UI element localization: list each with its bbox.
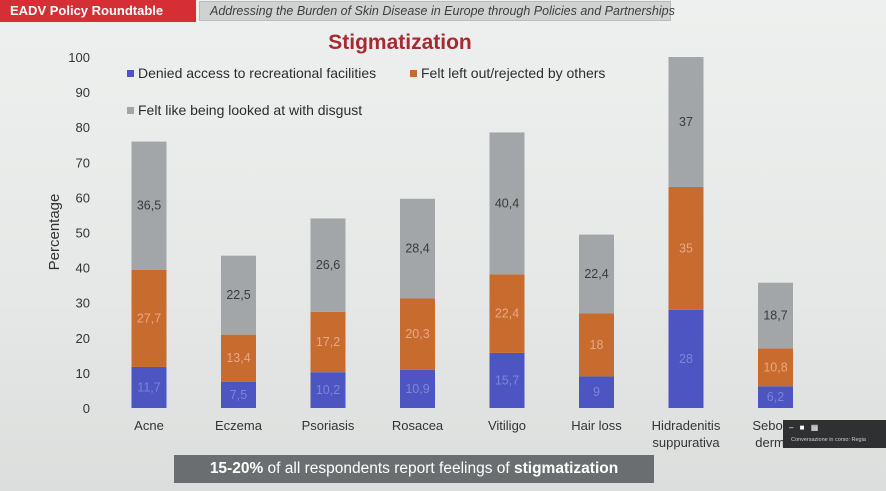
bar-segment [489,274,525,353]
data-label: 10,8 [763,360,787,374]
y-tick-label: 0 [83,401,90,416]
bar-segment [131,141,167,270]
x-tick-label: Vitiligo [488,418,526,433]
bar-segment [131,366,167,408]
bar-segment [668,186,704,310]
legend-label: Felt left out/rejected by others [421,65,605,81]
x-tick-label: Psoriasis [302,418,355,433]
data-label: 35 [679,241,693,255]
bar-segment [579,376,614,408]
y-tick-label: 10 [76,366,90,381]
y-tick-label: 100 [68,50,90,65]
bar-segment [400,298,435,370]
y-tick-label: 80 [76,120,90,135]
roundtable-tag: EADV Policy Roundtable [0,0,196,22]
legend-label: Denied access to recreational facilities [138,65,376,81]
y-tick-label: 90 [76,85,90,100]
data-label: 11,7 [137,380,160,394]
header-bar: EADV Policy Roundtable Addressing the Bu… [0,0,886,22]
data-label: 22,5 [226,288,250,302]
data-label: 18,7 [763,309,787,323]
data-label: 40,4 [495,196,519,210]
bar-segment [758,348,793,387]
y-tick-label: 40 [76,261,90,276]
bar-segment [221,334,256,382]
overlay-caption: Conversazione in corso: Regia [791,437,866,443]
data-label: 17,2 [316,335,340,349]
bar-segment [489,132,525,275]
data-label: 6,2 [767,390,784,404]
summary-emphasis: stigmatization [513,460,619,477]
data-label: 13,4 [226,351,250,365]
bar-segment [221,255,256,335]
x-tick-label: suppurativa [652,435,720,450]
data-label: 22,4 [584,267,608,281]
x-tick-label: Hidradenitis [652,418,721,433]
bar-segment [131,269,167,367]
header-subtitle: Addressing the Burden of Skin Disease in… [199,1,675,21]
y-tick-label: 30 [76,296,90,311]
y-tick-label: 50 [76,226,90,241]
bar-segment [400,369,435,408]
data-label: 22,4 [495,307,519,321]
bar-segment [579,313,614,377]
data-label: 18 [590,338,604,352]
data-label: 28 [679,352,693,366]
bar-segment [489,352,525,408]
data-label: 36,5 [137,199,161,213]
window-controls-icon[interactable]: – ■ ▦ [789,423,821,432]
summary-text: of all respondents report feelings of [263,460,514,477]
legend-swatch [127,107,134,114]
bar-segment [668,309,704,408]
y-tick-label: 20 [76,331,90,346]
data-label: 10,9 [405,382,429,396]
data-label: 26,6 [316,258,340,272]
meeting-overlay[interactable]: – ■ ▦ Conversazione in corso: Regia [783,420,886,448]
y-tick-label: 70 [76,155,90,170]
summary-highlight: 15-20% [209,460,264,477]
chart-title: Stigmatization [328,31,472,54]
legend-label: Felt like being looked at with disgust [138,102,362,118]
data-label: 10,2 [316,383,340,397]
bar-segment [668,57,704,187]
data-label: 20,3 [405,327,429,341]
bar-segment [758,386,793,408]
data-label: 37 [679,115,693,129]
summary-banner: 15-20% of all respondents report feeling… [174,455,654,483]
bar-segment [310,218,346,312]
y-axis-label: Percentage [46,194,63,271]
x-tick-label: Eczema [215,418,263,433]
data-label: 7,5 [230,388,247,402]
legend-swatch [127,70,134,77]
data-label: 9 [593,385,600,399]
legend-swatch [410,70,417,77]
data-label: 27,7 [137,311,161,325]
bar-segment [758,282,793,349]
bar-segment [310,372,346,408]
data-label: 15,7 [495,373,519,387]
bar-segment [221,381,256,408]
bar-segment [579,234,614,314]
bar-segment [310,311,346,373]
x-tick-label: Hair loss [571,418,622,433]
bar-segment [400,198,435,299]
data-label: 28,4 [405,242,429,256]
y-tick-label: 60 [76,190,90,205]
x-tick-label: Rosacea [392,418,444,433]
x-tick-label: Acne [134,418,164,433]
